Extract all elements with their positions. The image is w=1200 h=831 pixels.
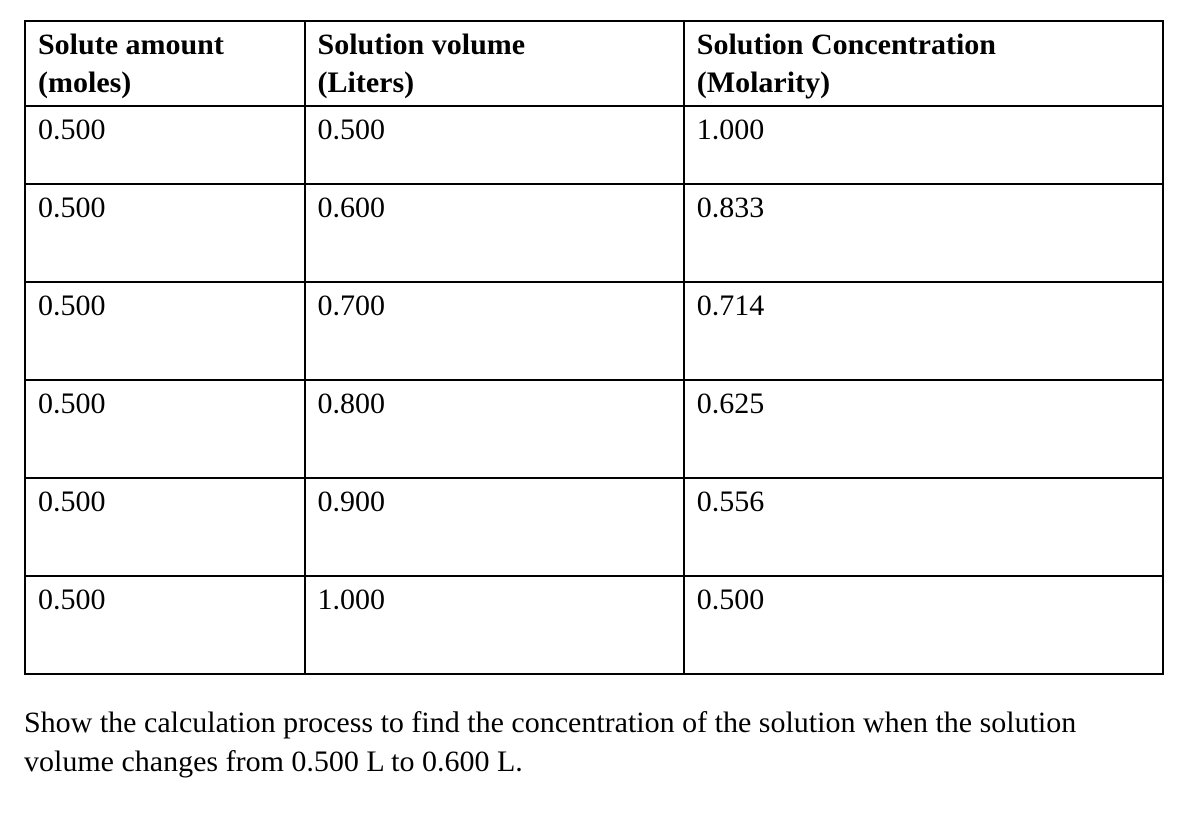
col-header-title: Solution Concentration (697, 28, 996, 61)
table-row: 0.500 0.900 0.556 (25, 478, 1163, 576)
cell-solute: 0.500 (25, 478, 305, 576)
cell-solute: 0.500 (25, 282, 305, 380)
cell-concentration: 0.833 (684, 184, 1163, 282)
col-header-title: Solute amount (38, 28, 224, 61)
col-header-unit: (Liters) (318, 66, 415, 99)
cell-concentration: 0.625 (684, 380, 1163, 478)
col-header-unit: (moles) (38, 66, 131, 99)
table-row: 0.500 0.800 0.625 (25, 380, 1163, 478)
cell-volume: 0.900 (305, 478, 684, 576)
cell-solute: 0.500 (25, 184, 305, 282)
col-header-solute: Solute amount (moles) (25, 21, 305, 106)
molarity-table: Solute amount (moles) Solution volume (L… (24, 20, 1164, 675)
cell-volume: 0.600 (305, 184, 684, 282)
cell-solute: 0.500 (25, 380, 305, 478)
cell-solute: 0.500 (25, 106, 305, 184)
cell-concentration: 1.000 (684, 106, 1163, 184)
table-row: 0.500 1.000 0.500 (25, 576, 1163, 674)
cell-volume: 0.700 (305, 282, 684, 380)
cell-concentration: 0.714 (684, 282, 1163, 380)
col-header-volume: Solution volume (Liters) (305, 21, 684, 106)
col-header-concentration: Solution Concentration (Molarity) (684, 21, 1163, 106)
cell-concentration: 0.556 (684, 478, 1163, 576)
cell-concentration: 0.500 (684, 576, 1163, 674)
cell-volume: 1.000 (305, 576, 684, 674)
cell-volume: 0.500 (305, 106, 684, 184)
table-row: 0.500 0.600 0.833 (25, 184, 1163, 282)
col-header-unit: (Molarity) (697, 66, 830, 99)
col-header-title: Solution volume (318, 28, 526, 61)
table-row: 0.500 0.700 0.714 (25, 282, 1163, 380)
cell-solute: 0.500 (25, 576, 305, 674)
table-row: 0.500 0.500 1.000 (25, 106, 1163, 184)
table-header-row: Solute amount (moles) Solution volume (L… (25, 21, 1163, 106)
cell-volume: 0.800 (305, 380, 684, 478)
